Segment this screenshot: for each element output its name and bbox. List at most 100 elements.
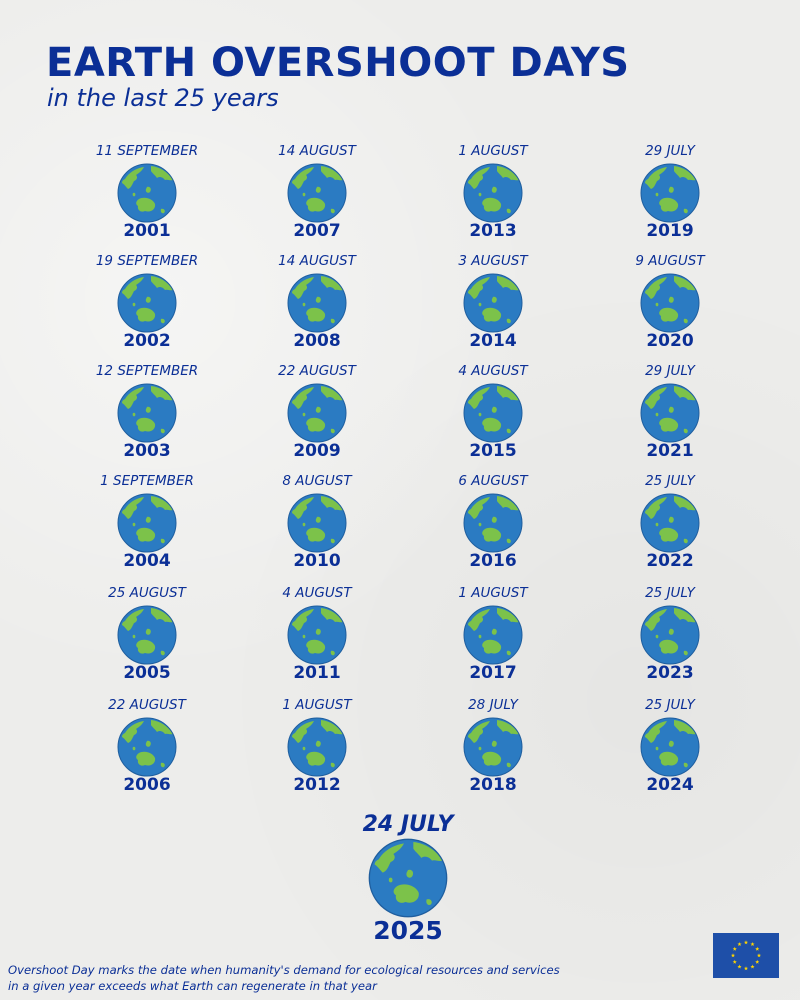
overshoot-date: 6 AUGUST [458,473,528,489]
overshoot-entry: 1 AUGUST 2017 [413,583,573,693]
overshoot-year: 2012 [293,775,341,795]
overshoot-year: 2015 [469,441,517,461]
overshoot-year: 2002 [123,331,171,351]
overshoot-entry: 14 AUGUST 2008 [237,251,397,361]
globe-icon [117,383,177,443]
overshoot-entry: 28 JULY 2018 [413,695,573,805]
globe-icon [463,717,523,777]
overshoot-year: 2009 [293,441,341,461]
overshoot-year: 2013 [469,221,517,241]
overshoot-date: 29 JULY [645,143,695,159]
overshoot-date: 11 SEPTEMBER [95,143,199,159]
globe-icon [117,273,177,333]
globe-icon [463,163,523,223]
current-year: 2025 [373,916,443,945]
overshoot-year: 2001 [123,221,171,241]
globe-icon [640,717,700,777]
globe-icon [287,493,347,553]
overshoot-year: 2021 [646,441,694,461]
overshoot-date: 4 AUGUST [458,363,528,379]
overshoot-date: 28 JULY [468,697,518,713]
overshoot-date: 9 AUGUST [635,253,705,269]
globe-icon [463,605,523,665]
eu-star [750,942,755,947]
overshoot-date: 1 AUGUST [458,585,528,601]
overshoot-year: 2020 [646,331,694,351]
overshoot-date: 14 AUGUST [278,253,356,269]
overshoot-year: 2004 [123,551,171,571]
eu-star [750,964,755,969]
overshoot-entry: 1 SEPTEMBER 2004 [67,471,227,581]
overshoot-entry: 11 SEPTEMBER 2001 [67,141,227,251]
overshoot-year: 2008 [293,331,341,351]
globe-icon [117,493,177,553]
overshoot-date: 19 SEPTEMBER [95,253,199,269]
eu-star [730,953,736,958]
overshoot-entry: 29 JULY 2021 [590,361,750,471]
globe-icon-2025 [368,838,448,918]
globe-icon [463,383,523,443]
globe-icon [287,163,347,223]
overshoot-date: 12 SEPTEMBER [95,363,199,379]
overshoot-date: 1 AUGUST [458,143,528,159]
overshoot-entry: 14 AUGUST 2007 [237,141,397,251]
overshoot-year: 2024 [646,775,694,795]
overshoot-entry: 25 JULY 2023 [590,583,750,693]
overshoot-date: 25 AUGUST [108,585,186,601]
overshoot-entry: 25 JULY 2024 [590,695,750,805]
overshoot-year: 2022 [646,551,694,571]
overshoot-entry: 29 JULY 2019 [590,141,750,251]
globe-icon [640,383,700,443]
globe-icon [640,163,700,223]
overshoot-year: 2017 [469,663,517,683]
overshoot-date: 25 JULY [645,697,695,713]
overshoot-entry: 22 AUGUST 2006 [67,695,227,805]
eu-star [743,966,749,971]
overshoot-year: 2016 [469,551,517,571]
overshoot-date: 25 JULY [645,585,695,601]
eu-star [737,964,742,969]
overshoot-year: 2005 [123,663,171,683]
globe-icon [287,605,347,665]
page-title: EARTH OVERSHOOT DAYS [46,40,630,86]
overshoot-date: 8 AUGUST [282,473,352,489]
page-subtitle: in the last 25 years [47,84,279,112]
overshoot-entry: 25 AUGUST 2005 [67,583,227,693]
overshoot-date: 22 AUGUST [278,363,356,379]
overshoot-entry: 12 SEPTEMBER 2003 [67,361,227,471]
overshoot-year: 2006 [123,775,171,795]
globe-icon [640,605,700,665]
overshoot-date: 1 SEPTEMBER [100,473,194,489]
eu-star [743,940,749,945]
eu-star [737,942,742,947]
overshoot-entry: 4 AUGUST 2011 [237,583,397,693]
overshoot-year: 2010 [293,551,341,571]
overshoot-date: 29 JULY [645,363,695,379]
overshoot-date: 22 AUGUST [108,697,186,713]
eu-star [755,959,760,964]
globe-icon [117,717,177,777]
overshoot-date: 4 AUGUST [282,585,352,601]
eu-star [756,953,762,958]
overshoot-date: 1 AUGUST [282,697,352,713]
overshoot-year: 2014 [469,331,517,351]
overshoot-entry: 1 AUGUST 2012 [237,695,397,805]
globe-icon [117,605,177,665]
globe-icon [287,383,347,443]
footnote: Overshoot Day marks the date when humani… [8,963,560,993]
eu-star [732,946,737,951]
globe-icon [287,273,347,333]
overshoot-date: 3 AUGUST [458,253,528,269]
overshoot-year: 2003 [123,441,171,461]
overshoot-year: 2011 [293,663,341,683]
globe-icon [640,273,700,333]
overshoot-year: 2018 [469,775,517,795]
overshoot-entry: 6 AUGUST 2016 [413,471,573,581]
overshoot-entry: 9 AUGUST 2020 [590,251,750,361]
overshoot-year: 2007 [293,221,341,241]
eu-flag-logo [713,933,779,978]
overshoot-entry: 3 AUGUST 2014 [413,251,573,361]
overshoot-entry: 4 AUGUST 2015 [413,361,573,471]
overshoot-entry: 25 JULY 2022 [590,471,750,581]
current-date: 24 JULY [362,812,454,837]
